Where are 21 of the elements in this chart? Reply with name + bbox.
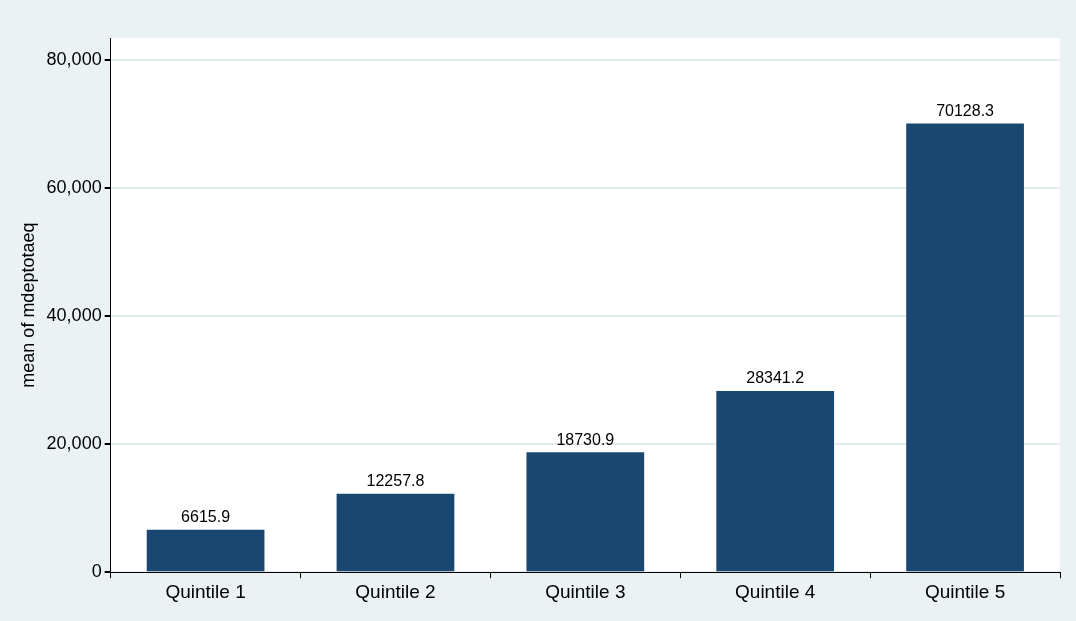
y-tick-label: 0 [91,561,102,582]
bar [146,529,265,572]
data-label: 28341.2 [746,369,805,387]
bar [716,390,835,572]
y-tick-label: 80,000 [46,49,102,70]
x-tick-label: Quintile 5 [924,580,1006,602]
x-tick-label: Quintile 1 [165,580,246,602]
bar [526,452,645,572]
x-tick-label: Quintile 4 [735,580,816,602]
y-tick-label: 60,000 [46,177,102,198]
y-tick-label: 40,000 [46,305,102,326]
y-tick-label: 20,000 [46,433,102,454]
x-tick-label: Quintile 3 [545,580,626,602]
data-label: 18730.9 [556,430,615,448]
bar [336,493,455,572]
data-label: 70128.3 [936,101,995,119]
x-tick-label: Quintile 2 [355,580,436,602]
y-axis-title: mean of mdeptotaeq [17,222,38,388]
data-label: 12257.8 [366,472,425,490]
bar [906,123,1024,572]
data-label: 6615.9 [181,508,231,526]
